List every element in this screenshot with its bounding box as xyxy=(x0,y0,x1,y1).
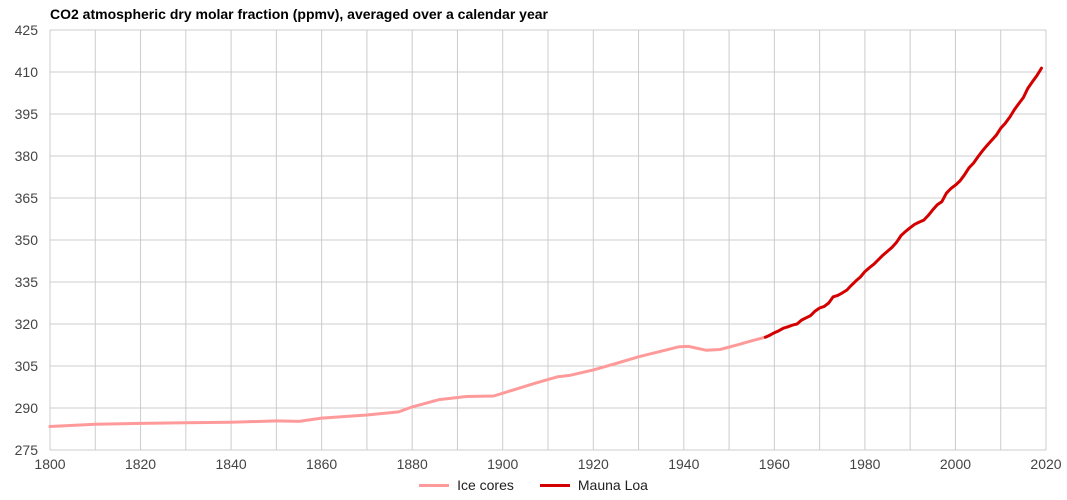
data-series xyxy=(48,66,1043,428)
x-tick-label: 1840 xyxy=(216,456,247,472)
legend-item-ice-cores[interactable]: Ice cores xyxy=(419,477,514,493)
legend-item-mauna-loa[interactable]: Mauna Loa xyxy=(539,477,648,493)
x-tick-label: 2020 xyxy=(1030,456,1061,472)
legend-label: Mauna Loa xyxy=(577,477,648,493)
legend-swatch-icon xyxy=(539,483,570,487)
series-line-ice-cores xyxy=(48,335,767,428)
x-tick-label: 1960 xyxy=(759,456,790,472)
x-tick-label: 1820 xyxy=(125,456,156,472)
y-tick-label: 335 xyxy=(15,274,39,290)
y-tick-label: 395 xyxy=(15,106,39,122)
legend-label: Ice cores xyxy=(457,477,514,493)
x-tick-label: 1800 xyxy=(34,456,65,472)
x-tick-label: 1940 xyxy=(668,456,699,472)
y-tick-label: 320 xyxy=(15,316,39,332)
x-axis-ticks: 1800 1820 1840 1860 1880 1900 1920 1940 1960 1980… xyxy=(34,456,1061,472)
x-tick-label: 2000 xyxy=(940,456,971,472)
y-tick-label: 410 xyxy=(15,64,39,80)
x-tick-label: 1860 xyxy=(306,456,337,472)
legend-swatch-icon xyxy=(419,483,450,487)
x-tick-label: 1900 xyxy=(487,456,518,472)
y-tick-label: 425 xyxy=(15,22,39,38)
x-tick-label: 1920 xyxy=(578,456,609,472)
x-tick-label: 1880 xyxy=(397,456,428,472)
y-tick-label: 275 xyxy=(15,442,39,458)
chart-title: CO2 atmospheric dry molar fraction (ppmv… xyxy=(50,6,548,22)
legend: Ice cores Mauna Loa xyxy=(0,477,1067,493)
y-tick-label: 365 xyxy=(15,190,39,206)
x-tick-label: 1980 xyxy=(849,456,880,472)
gridlines xyxy=(49,29,1047,451)
series-line-mauna-loa xyxy=(763,66,1043,339)
y-tick-label: 350 xyxy=(15,232,39,248)
y-axis-ticks: 275 290 305 320 335 350 365 380 395 410 425 xyxy=(15,22,39,458)
y-tick-label: 290 xyxy=(15,400,39,416)
y-tick-label: 305 xyxy=(15,358,39,374)
y-tick-label: 380 xyxy=(15,148,39,164)
